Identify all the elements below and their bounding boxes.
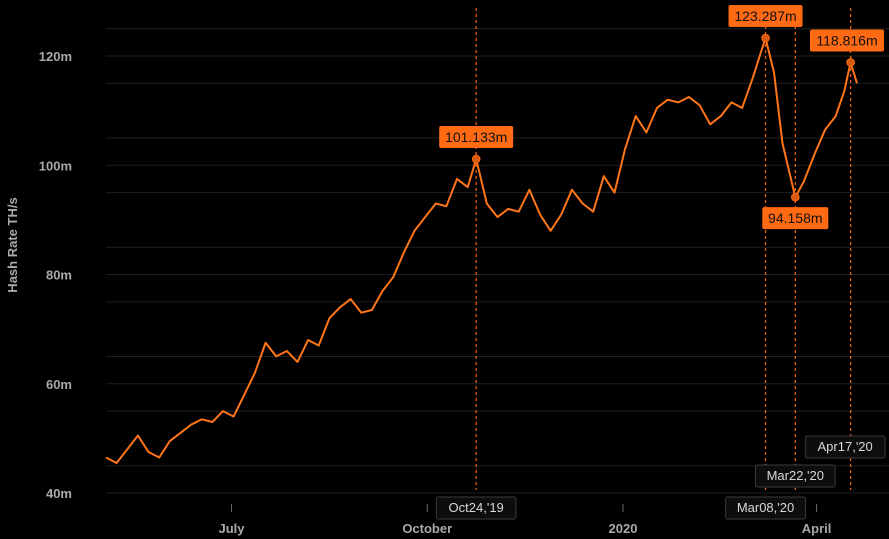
- y-tick-label: 40m: [46, 486, 72, 501]
- date-tag-box: [435, 496, 517, 520]
- y-tick-label: 100m: [39, 158, 72, 173]
- hash-rate-line: [105, 37, 858, 464]
- y-tick-label: 60m: [46, 377, 72, 392]
- x-tick-label: October: [402, 521, 452, 536]
- date-tag-label: Mar08,'20: [737, 500, 794, 515]
- value-callout-label: 101.133m: [445, 129, 507, 145]
- annotation-point: [761, 33, 770, 43]
- date-tag-label: Apr17,'20: [818, 439, 873, 454]
- y-tick-label: 120m: [39, 49, 72, 64]
- annotation-guides: [475, 8, 852, 490]
- date-tag-box: [725, 496, 806, 520]
- x-tick-label: 2020: [609, 521, 638, 536]
- y-axis-label: Hash Rate TH/s: [5, 197, 20, 292]
- date-tag-label: Oct24,'19: [449, 500, 504, 515]
- date-tag-box: [754, 464, 836, 488]
- value-callout-box: [439, 126, 514, 149]
- annotation-point: [471, 154, 481, 164]
- x-tick-label: April: [802, 521, 832, 536]
- date-tag-box: [804, 435, 886, 459]
- annotations: 101.133m Oct24,'19 123.287m Mar08,'20 94.158…: [435, 5, 886, 520]
- x-tick-label: July: [219, 521, 246, 536]
- value-callout-box: [810, 29, 884, 52]
- date-tag-label: Mar22,'20: [767, 468, 824, 483]
- value-callout-label: 94.158m: [768, 210, 822, 226]
- grid-lines: [106, 28, 889, 494]
- x-axis: July October 2020 April: [219, 504, 832, 536]
- value-callout-label: 123.287m: [734, 8, 796, 24]
- value-callout-box: [762, 207, 829, 230]
- annotation-point: [846, 58, 855, 67]
- value-callout-box: [728, 5, 803, 28]
- y-axis: 40m 60m 80m 100m 120m: [39, 49, 72, 501]
- annotation-point: [791, 192, 800, 202]
- value-callout-label: 118.816m: [816, 32, 877, 48]
- y-tick-label: 80m: [46, 268, 72, 283]
